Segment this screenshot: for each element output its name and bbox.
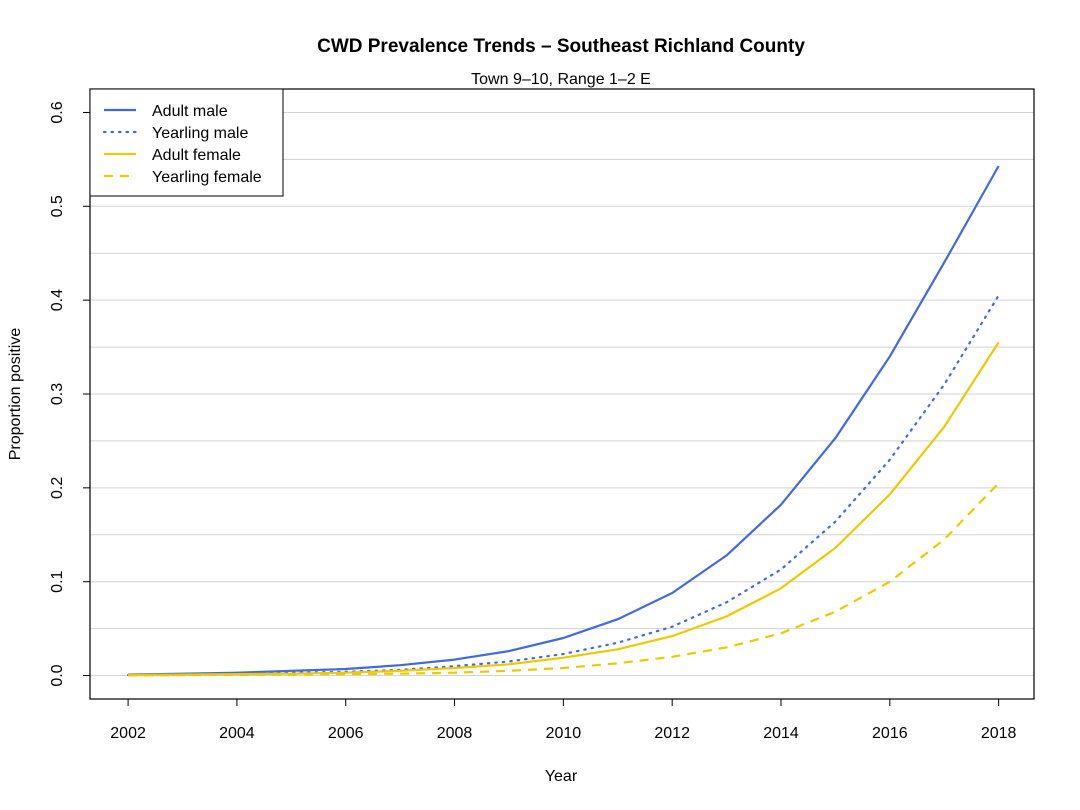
- y-axis: 0.0 0.1 0.2 0.3 0.4 0.5 0.6: [49, 101, 90, 687]
- x-tick-label: 2014: [763, 725, 799, 742]
- y-tick-label: 0.1: [49, 570, 66, 592]
- series-line-adult-male: [128, 165, 1000, 676]
- series-line-yearling-female: [128, 482, 1000, 677]
- x-tick-label: 2006: [328, 725, 364, 742]
- y-tick-label: 0.5: [49, 195, 66, 217]
- x-axis: 2002 2004 2006 2008 2010 2012 2014 2016 2018: [110, 699, 1017, 742]
- x-tick-label: 2012: [654, 725, 690, 742]
- legend-label: Adult female: [152, 147, 241, 164]
- y-tick-label: 0.6: [49, 101, 66, 123]
- series-line-yearling-male: [127, 294, 1000, 677]
- y-tick-label: 0.4: [49, 289, 66, 311]
- y-tick-label: 0.0: [49, 664, 66, 686]
- legend-label: Adult male: [152, 103, 228, 120]
- legend: Adult male Yearling male Adult female Yearl…: [89, 88, 284, 197]
- y-axis-label: Proportion positive: [7, 328, 24, 461]
- x-axis-label: Year: [545, 768, 578, 785]
- y-tick-label: 0.2: [49, 477, 66, 499]
- series-lines: [127, 165, 1000, 677]
- grid-lines: [90, 111, 1034, 677]
- x-tick-label: 2004: [219, 725, 255, 742]
- x-tick-label: 2002: [110, 725, 146, 742]
- series-line-adult-female: [128, 341, 1000, 677]
- legend-label: Yearling male: [152, 125, 248, 142]
- x-tick-label: 2016: [872, 725, 908, 742]
- x-tick-label: 2018: [981, 725, 1017, 742]
- chart-subtitle: Town 9–10, Range 1–2 E: [471, 71, 651, 88]
- y-tick-label: 0.3: [49, 383, 66, 405]
- x-tick-label: 2008: [437, 725, 473, 742]
- x-tick-label: 2010: [546, 725, 582, 742]
- legend-label: Yearling female: [152, 169, 262, 186]
- legend-box: [89, 88, 284, 197]
- chart-title: CWD Prevalence Trends – Southeast Richla…: [317, 36, 805, 57]
